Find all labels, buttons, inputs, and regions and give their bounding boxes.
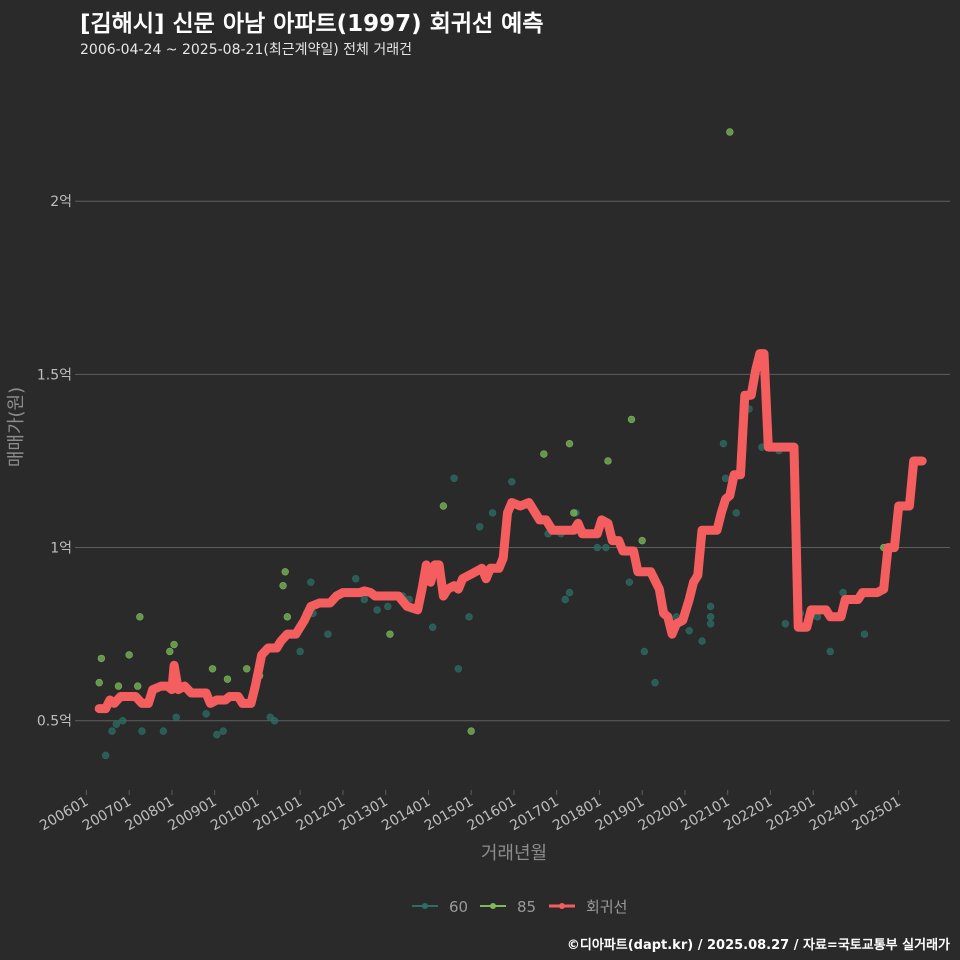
y-axis-title: 매매가(원) <box>6 387 27 467</box>
point-85-5 <box>136 613 144 621</box>
point-85-0 <box>95 678 103 687</box>
point-85-1 <box>97 654 106 663</box>
point-85-4 <box>134 682 142 690</box>
point-85-17 <box>439 502 448 510</box>
x-axis-title: 거래년월 <box>481 843 547 864</box>
point-60-41 <box>651 678 659 687</box>
point-85-16 <box>386 630 394 638</box>
legend-label-85: 85 <box>517 898 536 916</box>
point-60-50 <box>732 509 740 517</box>
point-60-47 <box>706 620 715 628</box>
point-60-24 <box>454 665 463 673</box>
legend-label-60: 60 <box>449 898 468 916</box>
point-85-2 <box>114 682 123 690</box>
source-caption: ©디아파트(dapt.kr) / 2025.08.27 / 자료=국토교통부 실… <box>566 938 950 953</box>
point-60-6 <box>172 713 180 721</box>
point-85-10 <box>243 665 251 673</box>
point-60-58 <box>839 588 847 597</box>
point-85-9 <box>223 675 232 683</box>
point-60-54 <box>781 620 790 628</box>
y-axis-ticks: 0.5억 1억 1.5억 2억 <box>37 194 80 730</box>
ytick-label-3: 2억 <box>50 194 72 210</box>
point-60-7 <box>202 710 210 718</box>
point-60-13 <box>307 578 315 586</box>
point-85-21 <box>570 509 578 517</box>
point-85-20 <box>565 439 574 448</box>
point-60-8 <box>213 730 221 739</box>
legend: 60 85 회귀선 <box>412 898 627 916</box>
point-60-4 <box>138 727 146 735</box>
point-60-12 <box>296 647 304 656</box>
point-85-24 <box>638 536 646 545</box>
point-60-19 <box>384 602 392 611</box>
point-60-57 <box>826 647 834 656</box>
point-60-39 <box>625 578 634 586</box>
point-60-11 <box>270 717 279 725</box>
point-60-48 <box>719 439 728 448</box>
point-85-19 <box>540 450 548 458</box>
chart-subtitle: 2006-04-24 ~ 2025-08-21(최근계약일) 전체 거래건 <box>80 42 412 58</box>
point-60-32 <box>561 595 569 604</box>
point-60-26 <box>476 523 484 531</box>
point-60-49 <box>721 474 730 482</box>
point-60-37 <box>602 543 610 552</box>
chart-title: [김해시] 신문 아남 아파트(1997) 회귀선 예측 <box>80 11 544 37</box>
regression-line <box>94 349 927 714</box>
point-60-0 <box>101 751 110 760</box>
ytick-label-2: 1.5억 <box>37 367 72 383</box>
ytick-label-0: 0.5억 <box>37 714 72 730</box>
point-85-3 <box>125 651 133 659</box>
point-60-16 <box>352 575 360 583</box>
point-60-3 <box>119 717 127 725</box>
x-axis-ticks: 2006012007012008012009012010012011012012… <box>37 790 904 834</box>
point-60-15 <box>324 630 332 638</box>
point-85-22 <box>604 457 612 465</box>
point-60-36 <box>593 543 601 552</box>
xtick-label-19: 202501 <box>849 794 903 835</box>
point-60-5 <box>159 727 168 735</box>
point-60-17 <box>360 595 368 604</box>
regression-line-layer <box>94 349 927 714</box>
point-60-40 <box>640 647 649 656</box>
point-60-1 <box>108 727 116 735</box>
point-60-23 <box>450 474 458 482</box>
point-85-25 <box>726 128 734 136</box>
point-60-9 <box>219 727 227 735</box>
point-85-6 <box>166 647 174 656</box>
point-60-25 <box>465 613 473 621</box>
legend-item-85: 85 <box>480 898 536 916</box>
point-85-13 <box>281 568 289 576</box>
legend-label-regression: 회귀선 <box>586 898 627 916</box>
point-60-2 <box>112 720 121 728</box>
point-60-44 <box>698 637 706 645</box>
point-85-12 <box>279 581 287 590</box>
point-60-22 <box>429 623 437 631</box>
ytick-label-1: 1억 <box>50 541 72 557</box>
point-85-8 <box>208 665 217 673</box>
point-60-46 <box>706 613 715 621</box>
point-85-18 <box>467 727 475 735</box>
point-60-56 <box>813 613 822 621</box>
point-60-43 <box>685 626 693 635</box>
point-60-18 <box>373 606 381 614</box>
legend-item-60: 60 <box>412 898 468 916</box>
point-85-23 <box>627 415 636 424</box>
point-60-59 <box>860 630 869 638</box>
point-85-7 <box>170 640 178 649</box>
point-60-27 <box>488 509 497 517</box>
grid <box>80 200 950 722</box>
point-60-28 <box>508 478 516 486</box>
point-60-45 <box>706 602 715 611</box>
point-85-14 <box>283 613 292 621</box>
point-60-33 <box>565 588 574 597</box>
legend-item-regression: 회귀선 <box>549 898 627 916</box>
